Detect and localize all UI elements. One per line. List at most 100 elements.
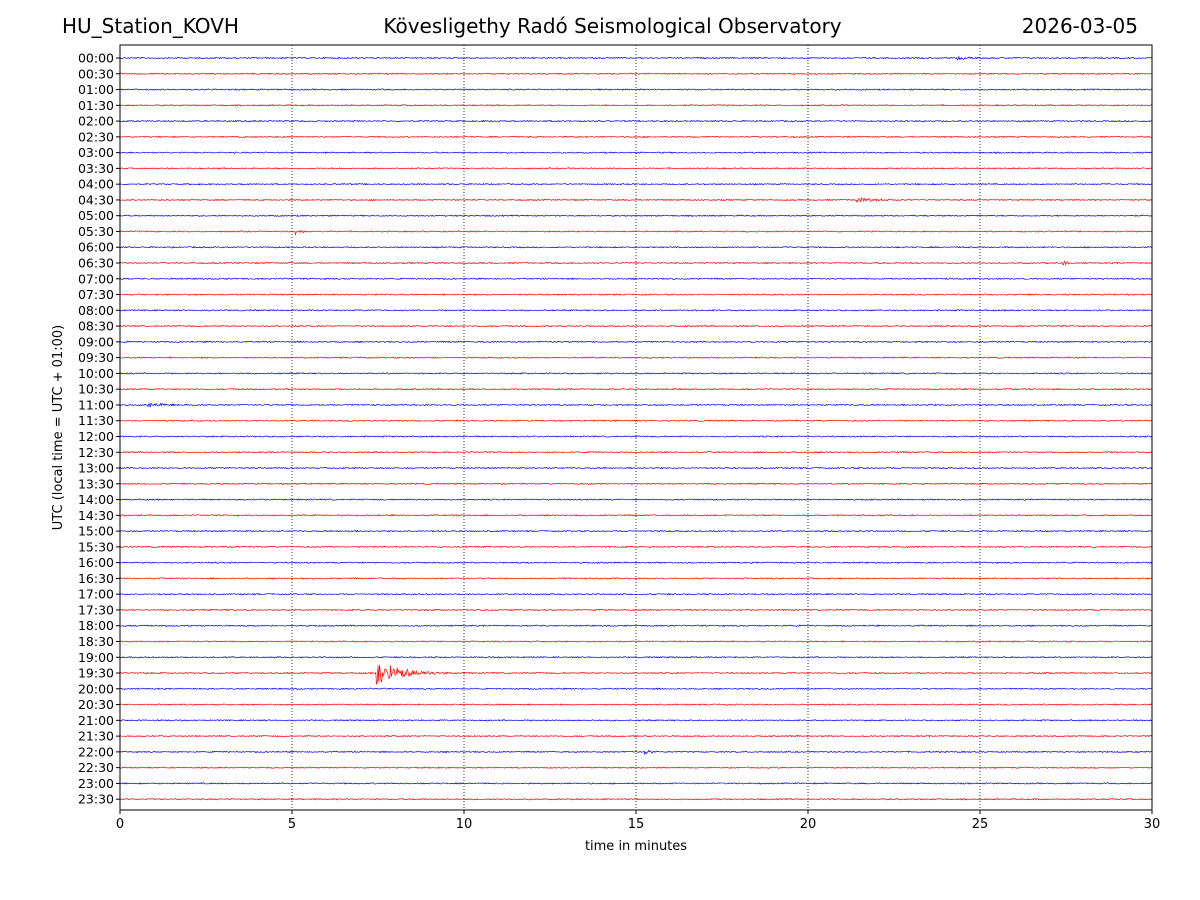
trace-2000 [119, 687, 1153, 691]
trace-1600 [119, 561, 1153, 564]
chart-date: 2026-03-05 [1021, 14, 1138, 38]
trace-1630 [119, 577, 1153, 580]
seismogram-traces [119, 55, 1153, 801]
trace-1330 [119, 482, 1153, 486]
trace-0830 [119, 324, 1153, 328]
trace-0430 [119, 197, 1153, 203]
ytick-label: 17:30 [78, 602, 114, 617]
ytick-label: 21:00 [78, 713, 114, 728]
station-name: HU_Station_KOVH [62, 14, 239, 38]
ytick-label: 02:00 [78, 114, 114, 129]
ytick-label: 18:30 [78, 634, 114, 649]
ytick-label: 05:00 [78, 208, 114, 223]
x-axis-ticks: 0 5 10 15 20 25 30 [116, 810, 1160, 832]
trace-0000 [119, 55, 1153, 61]
x-axis-label: time in minutes [585, 839, 687, 854]
trace-1700 [119, 592, 1153, 596]
ytick-label: 13:00 [78, 461, 114, 476]
trace-0130 [119, 103, 1153, 107]
trace-0030 [119, 72, 1153, 76]
xtick-label: 25 [972, 817, 989, 832]
ytick-label: 16:30 [78, 571, 114, 586]
trace-0500 [119, 214, 1153, 218]
y-axis-label: UTC (local time = UTC + 01:00) [51, 325, 66, 530]
xtick-label: 20 [800, 817, 817, 832]
trace-0730 [119, 293, 1153, 296]
trace-1730 [119, 608, 1153, 612]
trace-0230 [119, 135, 1153, 139]
ytick-label: 00:30 [78, 66, 114, 81]
trace-1500 [119, 529, 1153, 533]
trace-1430 [119, 514, 1153, 517]
trace-0100 [119, 88, 1153, 91]
ytick-label: 16:00 [78, 555, 114, 570]
ytick-label: 09:00 [78, 334, 114, 349]
trace-0900 [119, 340, 1153, 344]
ytick-label: 23:30 [78, 792, 114, 807]
trace-0600 [119, 245, 1153, 249]
ytick-label: 02:30 [78, 129, 114, 144]
trace-2030 [119, 703, 1153, 706]
y-axis-ticks: 00:0000:3001:0001:3002:0002:3003:0003:30… [78, 51, 120, 807]
trace-1930 [119, 664, 1153, 685]
trace-1300 [119, 466, 1153, 470]
ytick-label: 12:30 [78, 445, 114, 460]
ytick-label: 14:30 [78, 508, 114, 523]
ytick-label: 08:30 [78, 319, 114, 334]
ytick-label: 08:00 [78, 303, 114, 318]
trace-2230 [119, 766, 1153, 769]
ytick-label: 15:30 [78, 539, 114, 554]
ytick-label: 10:30 [78, 382, 114, 397]
ytick-label: 10:00 [78, 366, 114, 381]
trace-0400 [119, 182, 1153, 186]
ytick-label: 22:00 [78, 744, 114, 759]
ytick-label: 01:00 [78, 82, 114, 97]
ytick-label: 04:00 [78, 177, 114, 192]
ytick-label: 01:30 [78, 98, 114, 113]
trace-0530 [119, 229, 1153, 236]
ytick-label: 21:30 [78, 729, 114, 744]
trace-2200 [119, 749, 1153, 756]
trace-1100 [119, 402, 1153, 408]
trace-2330 [119, 797, 1153, 801]
ytick-label: 20:00 [78, 681, 114, 696]
ytick-label: 13:30 [78, 476, 114, 491]
trace-0630 [119, 260, 1153, 266]
trace-0700 [119, 277, 1153, 281]
trace-1030 [119, 387, 1153, 391]
ytick-label: 19:30 [78, 666, 114, 681]
ytick-label: 23:00 [78, 776, 114, 791]
trace-1830 [119, 640, 1153, 643]
trace-2300 [119, 782, 1153, 785]
trace-2130 [120, 734, 1153, 738]
ytick-label: 06:00 [78, 240, 114, 255]
ytick-label: 03:00 [78, 145, 114, 160]
ytick-label: 05:30 [78, 224, 114, 239]
trace-1530 [119, 545, 1153, 549]
trace-1400 [119, 498, 1153, 501]
ytick-label: 11:30 [78, 413, 114, 428]
ytick-label: 18:00 [78, 618, 114, 633]
trace-0200 [119, 119, 1153, 123]
ytick-label: 03:30 [78, 161, 114, 176]
trace-1800 [119, 624, 1152, 628]
trace-1230 [119, 450, 1153, 454]
xtick-label: 0 [116, 817, 124, 832]
ytick-label: 07:30 [78, 287, 114, 302]
chart-title: Kövesligethy Radó Seismological Observat… [383, 14, 842, 38]
trace-1200 [119, 435, 1153, 438]
ytick-label: 22:30 [78, 760, 114, 775]
xtick-label: 5 [288, 817, 296, 832]
xtick-label: 10 [456, 817, 473, 832]
ytick-label: 11:00 [78, 397, 114, 412]
ytick-label: 20:30 [78, 697, 114, 712]
vertical-grid [291, 45, 981, 810]
trace-0800 [119, 309, 1153, 312]
xtick-label: 30 [1144, 817, 1161, 832]
trace-1130 [119, 419, 1153, 422]
trace-0330 [119, 167, 1153, 170]
ytick-label: 06:30 [78, 256, 114, 271]
ytick-label: 09:30 [78, 350, 114, 365]
trace-2100 [119, 719, 1153, 722]
